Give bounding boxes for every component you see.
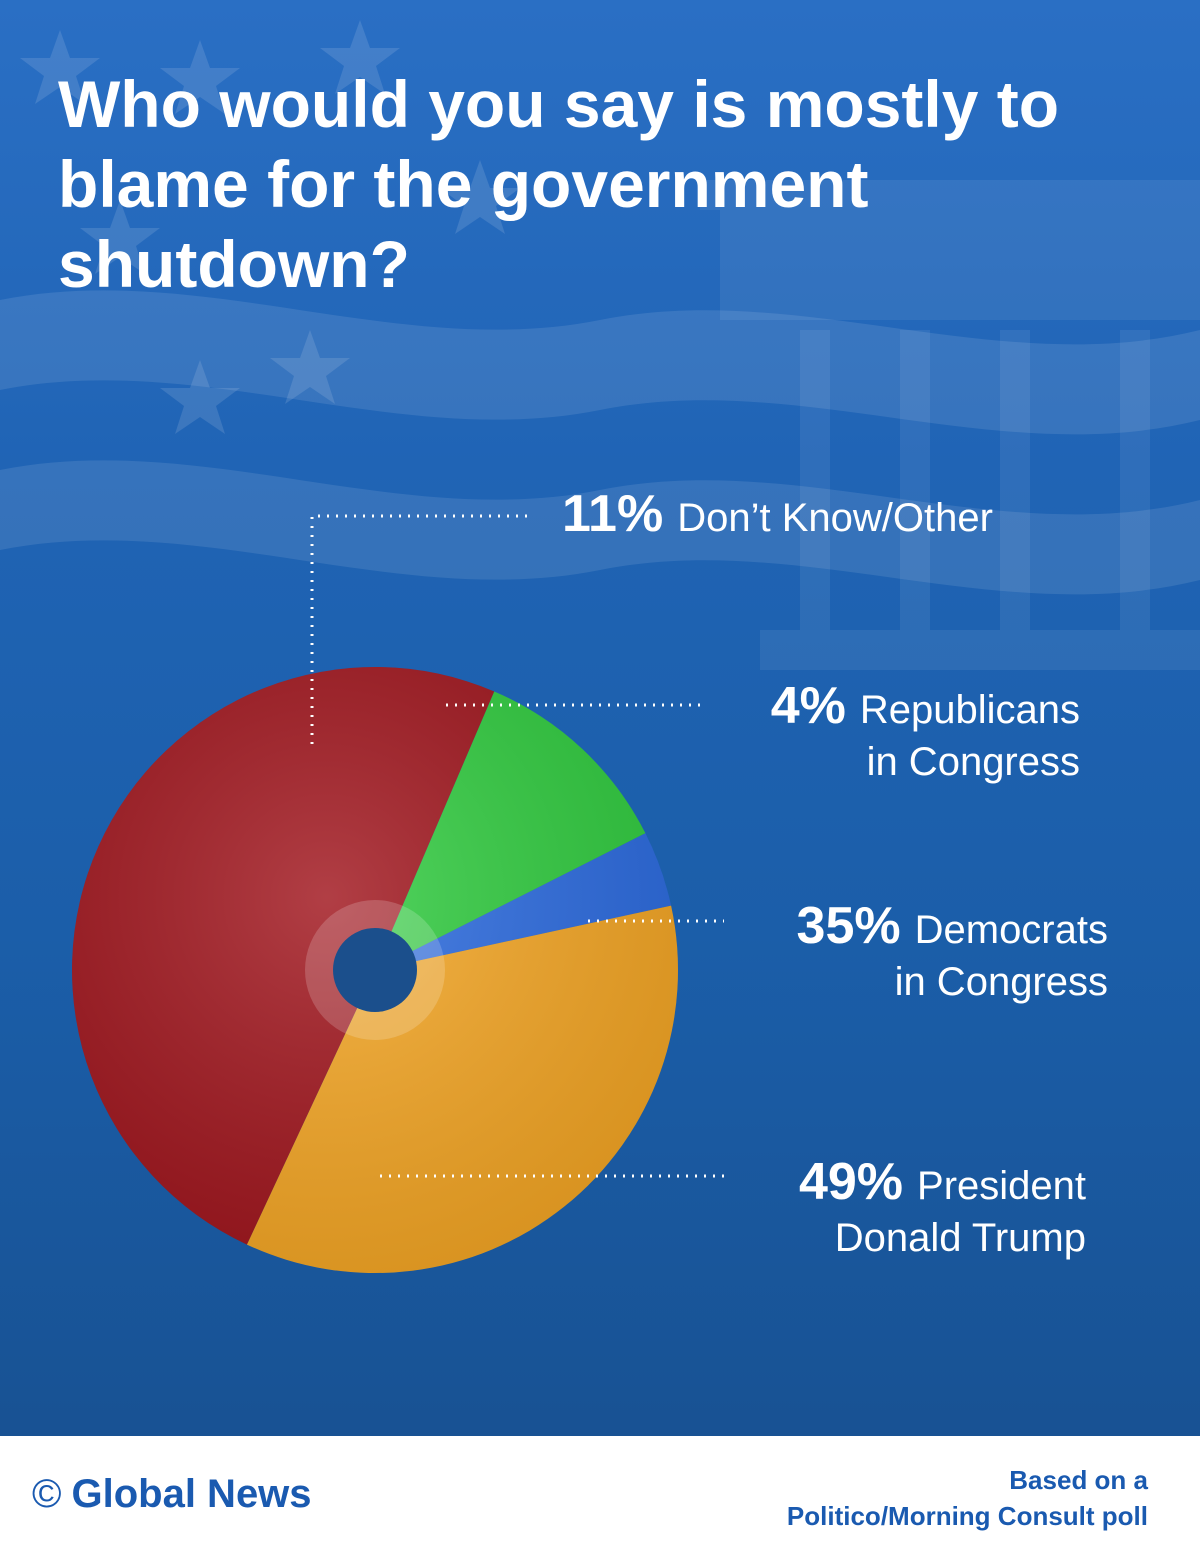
label-democrats-percent: 35% <box>796 897 901 955</box>
pie-center-hole <box>333 928 417 1012</box>
source-line-2: Politico/Morning Consult poll <box>786 1501 1148 1531</box>
white-house-silhouette <box>700 180 1200 670</box>
chart-title: Who would you say is mostly to blame for… <box>58 67 1060 301</box>
flag-stars <box>20 20 520 434</box>
label-trump-line1: President <box>917 1164 1086 1208</box>
label-other: 11% Don’t Know/Other <box>562 488 993 544</box>
label-republicans: 4% Republicans in Congress <box>771 680 1080 788</box>
label-republicans-line2: in Congress <box>866 740 1080 784</box>
label-trump: 49% President Donald Trump <box>799 1156 1086 1264</box>
flag-stripes <box>0 290 1200 595</box>
label-democrats-line1: Democrats <box>914 908 1108 952</box>
label-republicans-percent: 4% <box>770 677 846 735</box>
label-democrats: 35% Democrats in Congress <box>797 900 1108 1008</box>
leader-lines <box>310 514 728 1178</box>
label-republicans-line1: Republicans <box>859 688 1080 732</box>
flag-background-illustration <box>0 0 1200 1436</box>
source-note: Based on a Politico/Morning Consult poll <box>787 1462 1148 1534</box>
source-line-1: Based on a <box>1009 1465 1148 1495</box>
global-news-logo: © Global News <box>32 1472 312 1517</box>
pie-chart <box>72 514 728 1273</box>
label-trump-percent: 49% <box>798 1153 904 1211</box>
footer-bar: © Global News Based on a Politico/Morning… <box>0 1436 1200 1556</box>
label-other-text: Don’t Know/Other <box>677 496 993 540</box>
brand-name: Global News <box>71 1472 312 1516</box>
label-other-percent: 11% <box>562 485 664 543</box>
label-democrats-line2: in Congress <box>894 960 1108 1004</box>
label-trump-line2: Donald Trump <box>834 1216 1086 1260</box>
copyright-symbol: © <box>32 1472 62 1516</box>
